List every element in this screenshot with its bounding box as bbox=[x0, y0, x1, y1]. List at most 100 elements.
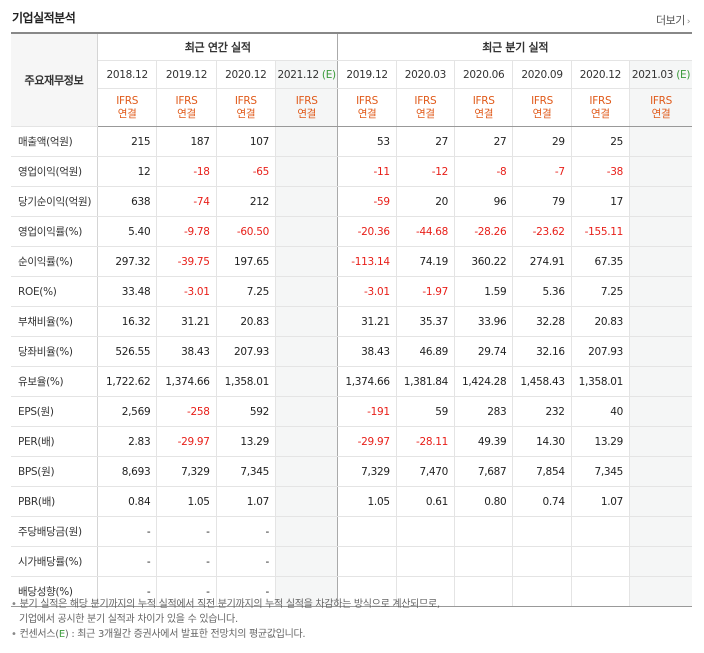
table-cell bbox=[274, 486, 338, 517]
table-cell bbox=[629, 486, 692, 517]
row-label: 당좌비율(%) bbox=[11, 336, 98, 367]
table-cell: 5.36 bbox=[512, 276, 572, 307]
table-cell: 1,381.84 bbox=[395, 366, 455, 397]
section-title: 기업실적분석 bbox=[12, 11, 76, 25]
table-cell: -18 bbox=[156, 156, 217, 187]
table-cell: 20.83 bbox=[570, 306, 630, 337]
table-cell: 1.07 bbox=[215, 486, 276, 517]
table-cell: 31.21 bbox=[337, 306, 397, 337]
table-cell bbox=[274, 186, 338, 217]
table-cell bbox=[337, 516, 397, 547]
table-cell: 297.32 bbox=[97, 246, 157, 277]
table-cell: - bbox=[97, 546, 157, 577]
row-label: 순이익률(%) bbox=[11, 246, 98, 277]
table-cell bbox=[395, 516, 455, 547]
row-label: 당기순이익(억원) bbox=[11, 186, 98, 217]
table-row: 시가배당률(%) - - - bbox=[11, 546, 692, 577]
table-cell: 7,345 bbox=[215, 456, 276, 487]
table-cell: 79 bbox=[512, 186, 572, 217]
label-column-header: 주요재무정보 bbox=[11, 32, 98, 127]
estimate-mark: (E) bbox=[676, 68, 691, 81]
table-cell: -7 bbox=[512, 156, 572, 187]
table-cell: 40 bbox=[570, 396, 630, 427]
table-cell: 197.65 bbox=[215, 246, 276, 277]
table-cell bbox=[629, 366, 692, 397]
row-label: 주당배당금(원) bbox=[11, 516, 98, 547]
period-header: 2020.09 bbox=[512, 60, 572, 89]
accounting-standard: IFRS 연결 bbox=[274, 88, 338, 127]
table-cell bbox=[274, 126, 338, 157]
table-cell: - bbox=[215, 516, 276, 547]
table-cell bbox=[274, 216, 338, 247]
row-label: BPS(원) bbox=[11, 456, 98, 487]
table-cell: -65 bbox=[215, 156, 276, 187]
table-cell bbox=[337, 576, 397, 607]
table-cell: 29.74 bbox=[454, 336, 513, 367]
table-cell: 1,722.62 bbox=[97, 366, 157, 397]
table-cell: 7.25 bbox=[570, 276, 630, 307]
table-cell: 5.40 bbox=[97, 216, 157, 247]
table-cell: 1,358.01 bbox=[570, 366, 630, 397]
table-cell bbox=[629, 426, 692, 457]
table-cell bbox=[274, 426, 338, 457]
table-cell: 1,424.28 bbox=[454, 366, 513, 397]
table-cell: -155.11 bbox=[570, 216, 630, 247]
table-cell: -3.01 bbox=[156, 276, 217, 307]
quarter-group-header: 최근 분기 실적 bbox=[337, 32, 692, 61]
table-cell bbox=[629, 306, 692, 337]
table-cell bbox=[629, 516, 692, 547]
table-cell: 29 bbox=[512, 126, 572, 157]
table-cell bbox=[570, 546, 630, 577]
table-cell: 7,345 bbox=[570, 456, 630, 487]
table-cell: 96 bbox=[454, 186, 513, 217]
table-cell: -8 bbox=[454, 156, 513, 187]
table-cell: 74.19 bbox=[395, 246, 455, 277]
table-cell: 207.93 bbox=[570, 336, 630, 367]
table-cell bbox=[454, 516, 513, 547]
table-row: BPS(원) 8,693 7,329 7,345 7,329 7,470 7,687 7,85… bbox=[11, 456, 692, 487]
table-cell: 212 bbox=[215, 186, 276, 217]
table-cell: 33.48 bbox=[97, 276, 157, 307]
chevron-right-icon: › bbox=[686, 17, 691, 27]
table-cell: 53 bbox=[337, 126, 397, 157]
row-label: ROE(%) bbox=[11, 276, 98, 307]
table-cell: 0.84 bbox=[97, 486, 157, 517]
period-header: 2021.03 (E) bbox=[629, 60, 692, 89]
table-cell: - bbox=[156, 516, 217, 547]
note-quarter-method: • 분기 실적은 해당 분기까지의 누적 실적에서 직전 분기까지의 누적 실적을… bbox=[11, 599, 440, 610]
table-cell: 1.05 bbox=[156, 486, 217, 517]
table-cell bbox=[395, 576, 455, 607]
table-cell bbox=[274, 336, 338, 367]
table-cell: -44.68 bbox=[395, 216, 455, 247]
table-cell: 59 bbox=[395, 396, 455, 427]
table-cell: 8,693 bbox=[97, 456, 157, 487]
table-cell: -39.75 bbox=[156, 246, 217, 277]
period-header: 2020.03 bbox=[395, 60, 455, 89]
row-label: 부채비율(%) bbox=[11, 306, 98, 337]
accounting-standard: IFRS 연결 bbox=[629, 88, 692, 127]
table-cell: -1.97 bbox=[395, 276, 455, 307]
table-cell bbox=[629, 336, 692, 367]
annual-group-header: 최근 연간 실적 bbox=[97, 32, 338, 61]
table-cell: - bbox=[156, 546, 217, 577]
table-cell: 1.05 bbox=[337, 486, 397, 517]
period-header: 2020.12 bbox=[570, 60, 630, 89]
more-link[interactable]: 더보기 › bbox=[656, 12, 691, 28]
table-cell: 232 bbox=[512, 396, 572, 427]
table-cell bbox=[274, 456, 338, 487]
table-cell bbox=[454, 546, 513, 577]
table-cell: 7,470 bbox=[395, 456, 455, 487]
period-header: 2019.12 bbox=[337, 60, 397, 89]
table-cell bbox=[629, 456, 692, 487]
more-label: 더보기 bbox=[656, 14, 685, 27]
table-row: 영업이익(억원) 12 -18 -65 -11 -12 -8 -7 -38 bbox=[11, 156, 692, 187]
table-cell bbox=[274, 276, 338, 307]
table-cell: - bbox=[215, 546, 276, 577]
table-row: 당기순이익(억원) 638 -74 212 -59 20 96 79 17 bbox=[11, 186, 692, 217]
table-cell: -23.62 bbox=[512, 216, 572, 247]
period-header: 2018.12 bbox=[97, 60, 157, 89]
table-cell: 1,358.01 bbox=[215, 366, 276, 397]
table-row: 유보율(%) 1,722.62 1,374.66 1,358.01 1,374.66 1,… bbox=[11, 366, 692, 397]
table-cell: 0.80 bbox=[454, 486, 513, 517]
table-cell: 1,458.43 bbox=[512, 366, 572, 397]
